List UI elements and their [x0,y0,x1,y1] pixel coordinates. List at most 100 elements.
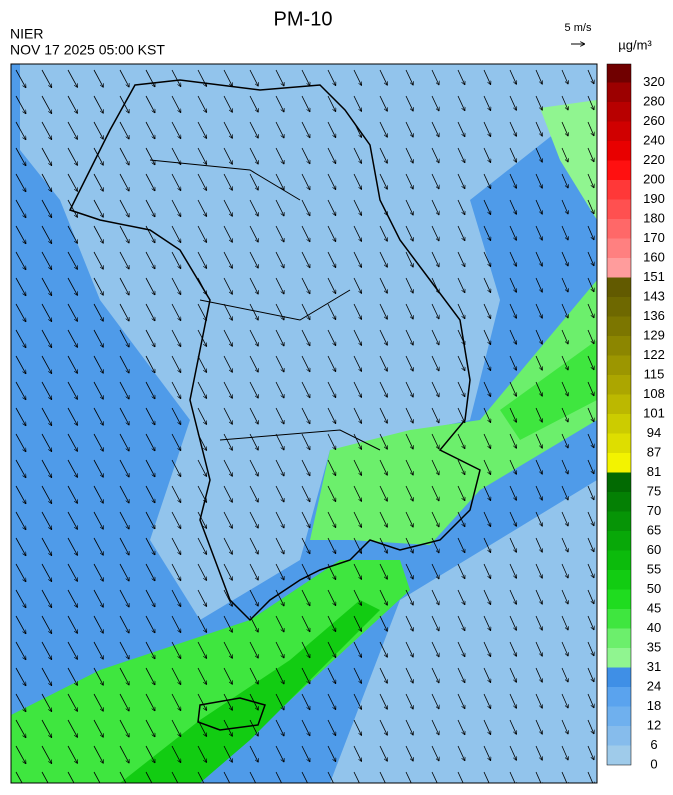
wind-arrow [249,693,259,710]
wind-arrow [405,303,413,319]
wind-arrow [301,745,311,762]
wind-arrow [93,719,103,737]
wind-arrow [93,511,103,529]
wind-arrow [483,563,491,579]
wind-arrow [119,381,130,399]
colorbar-segment [607,375,631,395]
wind-arrow [327,745,337,762]
wind-arrow [353,745,362,762]
wind-arrow [197,667,208,685]
wind-arrow [561,173,568,188]
colorbar-segment [607,180,631,200]
wind-arrow [119,771,127,783]
colorbar: 0 6 12 18 24 31 35 40 45 50 55 60 65 70 75 81 87 94 101 108… [606,63,665,771]
wind-arrow [275,537,285,554]
wind-arrow [275,589,285,606]
wind-arrow [431,121,439,137]
wind-arrow [93,563,103,581]
wind-arrow [67,69,78,88]
wind-arrow [353,303,362,320]
wind-arrow [379,615,387,631]
wind-arrow [379,199,387,215]
colorbar-label: 320 [643,74,665,89]
wind-arrow [67,355,78,374]
wind-arrow [145,277,156,295]
wind-arrow [535,225,542,240]
wind-arrow [535,303,542,318]
wind-arrow [41,615,52,634]
wind-arrow [379,69,387,85]
colorbar-label: 160 [643,249,665,264]
wind-arrow [15,537,26,556]
wind-arrow [41,537,52,556]
wind-arrow [67,511,78,530]
wind-arrow [15,615,26,634]
wind-arrow [145,407,156,425]
high-region [310,280,597,545]
wind-arrow [15,225,26,244]
wind-arrow [431,745,439,761]
wind-arrow [431,459,439,475]
wind-arrow [509,251,517,267]
wind-arrow [353,199,362,216]
wind-arrow [561,589,568,604]
colorbar-label: 24 [647,678,661,693]
wind-arrow [67,615,78,634]
wind-arrow [171,459,182,477]
colorbar-label: 75 [647,483,661,498]
wind-arrow [15,121,26,140]
wind-arrow [301,563,311,580]
wind-arrow [301,641,311,658]
wind-arrow [223,693,233,711]
wind-arrow [457,173,465,189]
wind-arrow [535,433,542,448]
wind-arrow [41,173,52,192]
wind-arrow [93,485,103,503]
wind-arrow [119,719,130,737]
wind-arrow [509,511,517,527]
wind-arrow [275,407,285,424]
wind-arrow [301,615,311,632]
wind-arrow [379,147,387,163]
wind-arrow [405,537,413,553]
wind-arrow [379,225,387,241]
wind-arrow [353,381,362,398]
colorbar-segment [607,550,631,570]
wind-arrow [15,381,26,400]
wind-arrow [587,693,594,708]
wind-arrow [275,485,285,502]
wind-arrow [327,511,337,528]
wind-arrow [457,693,465,709]
wind-arrow [119,251,130,269]
wind-arrow [561,745,568,760]
wind-arrow [509,745,517,761]
wind-arrow [93,667,103,685]
wind-arrow [535,407,542,422]
wind-arrow [223,381,233,399]
wind-arrow [327,329,337,346]
wind-arrow [15,693,26,712]
wind-arrow [249,225,259,242]
wind-arrow [509,277,517,293]
wind-arrow [15,329,26,348]
wind-arrow [223,121,233,139]
wind-arrow [535,693,542,708]
wind-arrow [171,641,182,659]
colorbar-segment [607,141,631,161]
wind-arrow [561,667,568,682]
colorbar-segment [607,726,631,746]
map [11,64,597,783]
wind-arrow [535,173,542,188]
wind-arrow [197,589,208,607]
wind-arrow [405,95,413,111]
wind-arrow [15,589,26,608]
wind-arrow [483,407,491,423]
wind-arrow [67,225,78,244]
wind-arrow [457,381,465,397]
wind-arrow [457,277,465,293]
wind-arrow [509,147,517,163]
wind-arrow [535,615,542,630]
wind-arrow [431,407,439,423]
colorbar-segment [607,745,631,765]
wind-arrow [197,719,208,737]
